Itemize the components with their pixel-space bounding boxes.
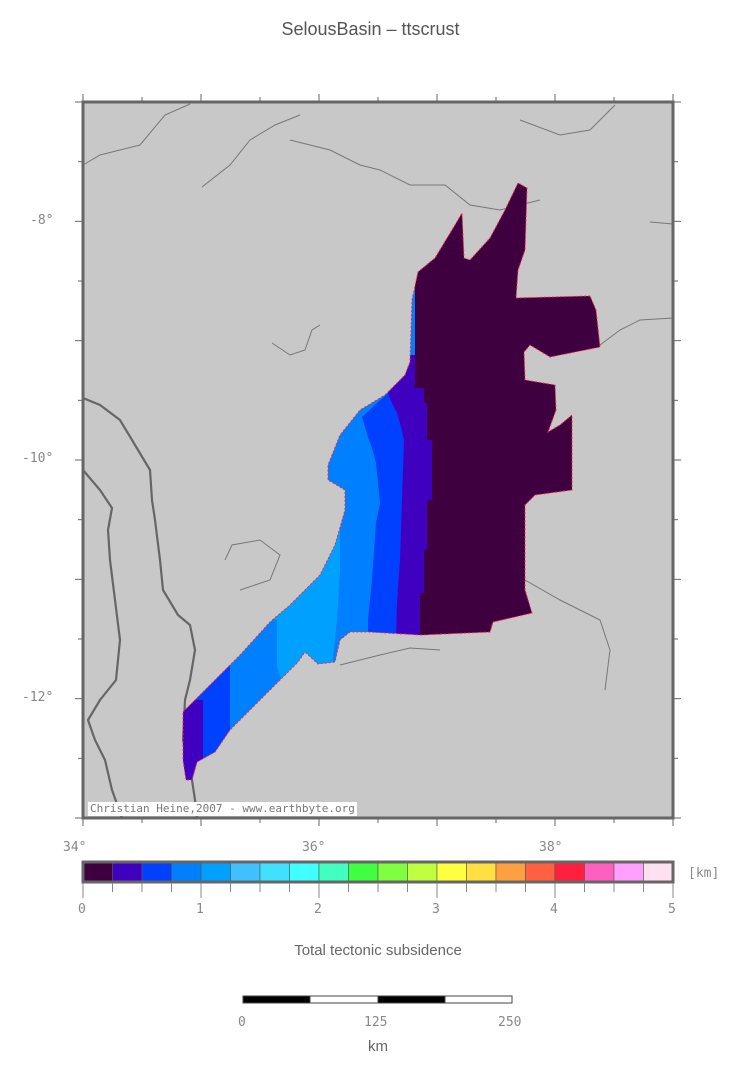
scale-label: 125 xyxy=(364,1015,388,1030)
colorbar-swatch xyxy=(112,861,143,883)
scale-label: 0 xyxy=(238,1015,246,1030)
river xyxy=(224,539,281,591)
colorbar-swatch xyxy=(377,861,408,883)
colorbar-swatch xyxy=(584,861,615,883)
river xyxy=(519,104,616,136)
river xyxy=(524,579,611,691)
colorbar-swatch xyxy=(289,861,320,883)
colorbar-swatch xyxy=(141,861,172,883)
colorbar-swatch xyxy=(200,861,231,883)
colorbar-swatch xyxy=(525,861,556,883)
river xyxy=(649,221,674,225)
river xyxy=(289,139,541,211)
colorbar-swatch xyxy=(407,861,438,883)
colorbar-swatch xyxy=(82,861,113,883)
scale-bar xyxy=(242,995,513,1004)
colorbar-swatch xyxy=(348,861,379,883)
colorbar-swatch xyxy=(171,861,202,883)
scale-label: 250 xyxy=(498,1015,522,1030)
colorbar-title: Total tectonic subsidence xyxy=(294,942,462,959)
colorbar-swatch xyxy=(230,861,261,883)
colorbar-tick-label: 0 xyxy=(78,902,86,917)
colorbar-swatch xyxy=(436,861,467,883)
scale-segment xyxy=(309,995,379,1004)
scale-segment xyxy=(444,995,513,1004)
colorbar-swatch xyxy=(613,861,644,883)
river xyxy=(201,114,301,188)
river xyxy=(339,647,441,666)
river xyxy=(82,103,191,166)
attribution-text: Christian Heine,2007 - www.earthbyte.org xyxy=(88,802,357,816)
river xyxy=(599,317,674,346)
map-title: SelousBasin – ttscrust xyxy=(281,19,460,39)
colorbar-tick-label: 5 xyxy=(668,902,676,917)
colorbar-tick-label: 3 xyxy=(432,902,440,917)
y-tick-label: -8° xyxy=(30,213,54,228)
colorbar-swatch xyxy=(495,861,526,883)
scale-segment xyxy=(242,995,311,1004)
colorbar-tick-label: 4 xyxy=(550,902,558,917)
colorbar-swatch xyxy=(318,861,349,883)
y-tick-label: -10° xyxy=(22,451,54,466)
colorbar-tick-label: 2 xyxy=(314,902,322,917)
colorbar-unit: [km] xyxy=(688,866,720,881)
colorbar-border xyxy=(81,860,675,884)
y-tick-label: -12° xyxy=(22,690,54,705)
colorbar xyxy=(81,860,675,898)
river xyxy=(271,324,321,356)
x-tick-label: 36° xyxy=(302,840,326,855)
colorbar-swatch xyxy=(466,861,497,883)
colorbar-swatch xyxy=(259,861,290,883)
lake-shore-west xyxy=(82,469,124,819)
x-tick-label: 34° xyxy=(63,840,87,855)
colorbar-tick-label: 1 xyxy=(196,902,204,917)
x-tick-label: 38° xyxy=(539,840,563,855)
scale-segment xyxy=(377,995,446,1004)
colorbar-swatch xyxy=(643,861,674,883)
rivers xyxy=(82,103,674,691)
map-frame xyxy=(75,94,681,826)
colorbar-swatch xyxy=(554,861,585,883)
scale-unit: km xyxy=(368,1038,388,1055)
